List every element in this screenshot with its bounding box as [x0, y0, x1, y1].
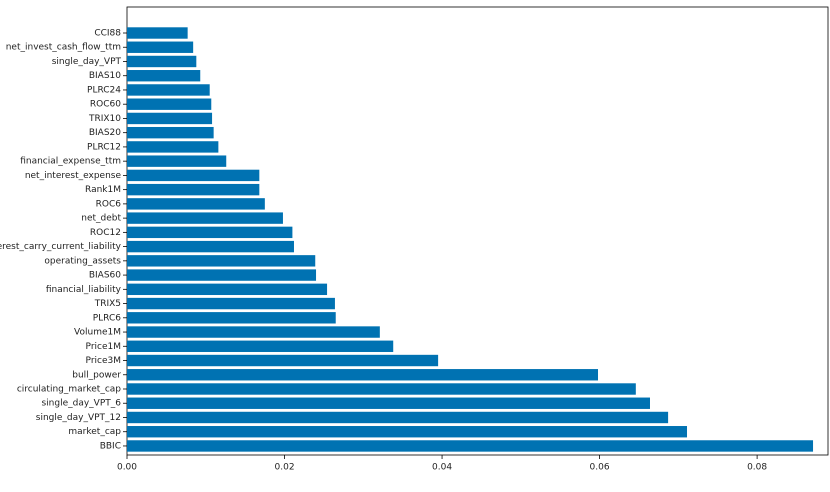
bar: [127, 369, 599, 381]
y-tick-label: BIAS10: [89, 71, 121, 81]
bar: [127, 212, 283, 224]
bar: [127, 283, 328, 296]
bar: [127, 27, 188, 39]
bar: [127, 169, 260, 182]
bar: [127, 126, 214, 139]
bar: [127, 269, 317, 281]
bar: [127, 340, 394, 352]
y-tick-label: CCI88: [94, 29, 121, 39]
x-tick-label: 0.08: [747, 463, 767, 473]
bar: [127, 240, 294, 253]
bar: [127, 312, 336, 324]
bar: [127, 112, 213, 125]
bar: [127, 55, 197, 68]
y-tick-label: interest_carry_current_liability: [0, 242, 122, 252]
bar: [127, 183, 260, 196]
bar: [127, 255, 316, 267]
bar: [127, 141, 219, 153]
y-tick-label: ROC6: [96, 199, 122, 209]
y-tick-label: BBIC: [100, 441, 121, 451]
y-tick-label: net_interest_expense: [25, 171, 122, 181]
y-tick-label: circulating_market_cap: [17, 385, 121, 395]
y-tick-label: BIAS60: [89, 271, 121, 281]
bar: [127, 98, 212, 110]
bar: [127, 41, 194, 53]
y-tick-label: TRIX5: [94, 299, 121, 309]
bar: [127, 383, 636, 395]
y-tick-label: single_day_VPT_6: [41, 399, 121, 409]
y-tick-label: market_cap: [68, 427, 121, 437]
y-tick-label: PLRC6: [93, 313, 122, 323]
y-tick-label: TRIX10: [88, 114, 121, 124]
bar: [127, 397, 650, 409]
bar: [127, 84, 210, 96]
bar: [127, 440, 814, 452]
y-tick-label: net_debt: [81, 214, 121, 224]
bar: [127, 426, 688, 438]
y-tick-label: Rank1M: [85, 185, 121, 195]
y-tick-label: Volume1M: [74, 328, 121, 338]
y-tick-label: ROC12: [90, 228, 121, 238]
y-tick-label: Price1M: [86, 342, 121, 352]
y-tick-label: bull_power: [72, 370, 121, 380]
x-tick-label: 0.00: [117, 463, 137, 473]
y-tick-label: BIAS20: [89, 128, 121, 138]
bar: [127, 70, 201, 82]
bar: [127, 411, 669, 424]
bar: [127, 226, 293, 239]
y-tick-label: Price3M: [86, 356, 121, 366]
bar: [127, 155, 227, 167]
x-tick-label: 0.06: [590, 463, 610, 473]
bar: [127, 297, 335, 310]
bar: [127, 326, 380, 338]
bar: [127, 198, 265, 210]
y-tick-label: single_day_VPT_12: [36, 413, 121, 423]
x-tick-label: 0.04: [432, 463, 452, 473]
y-tick-label: PLRC12: [87, 142, 121, 152]
bar: [127, 354, 439, 367]
y-tick-label: net_invest_cash_flow_ttm: [6, 43, 121, 53]
y-tick-label: ROC60: [90, 100, 121, 110]
y-tick-label: financial_expense_ttm: [20, 157, 121, 167]
x-tick-label: 0.02: [275, 463, 295, 473]
y-tick-label: operating_assets: [44, 256, 121, 266]
y-tick-label: PLRC24: [87, 85, 121, 95]
y-tick-label: financial_liability: [46, 285, 122, 295]
y-tick-label: single_day_VPT: [52, 57, 122, 67]
